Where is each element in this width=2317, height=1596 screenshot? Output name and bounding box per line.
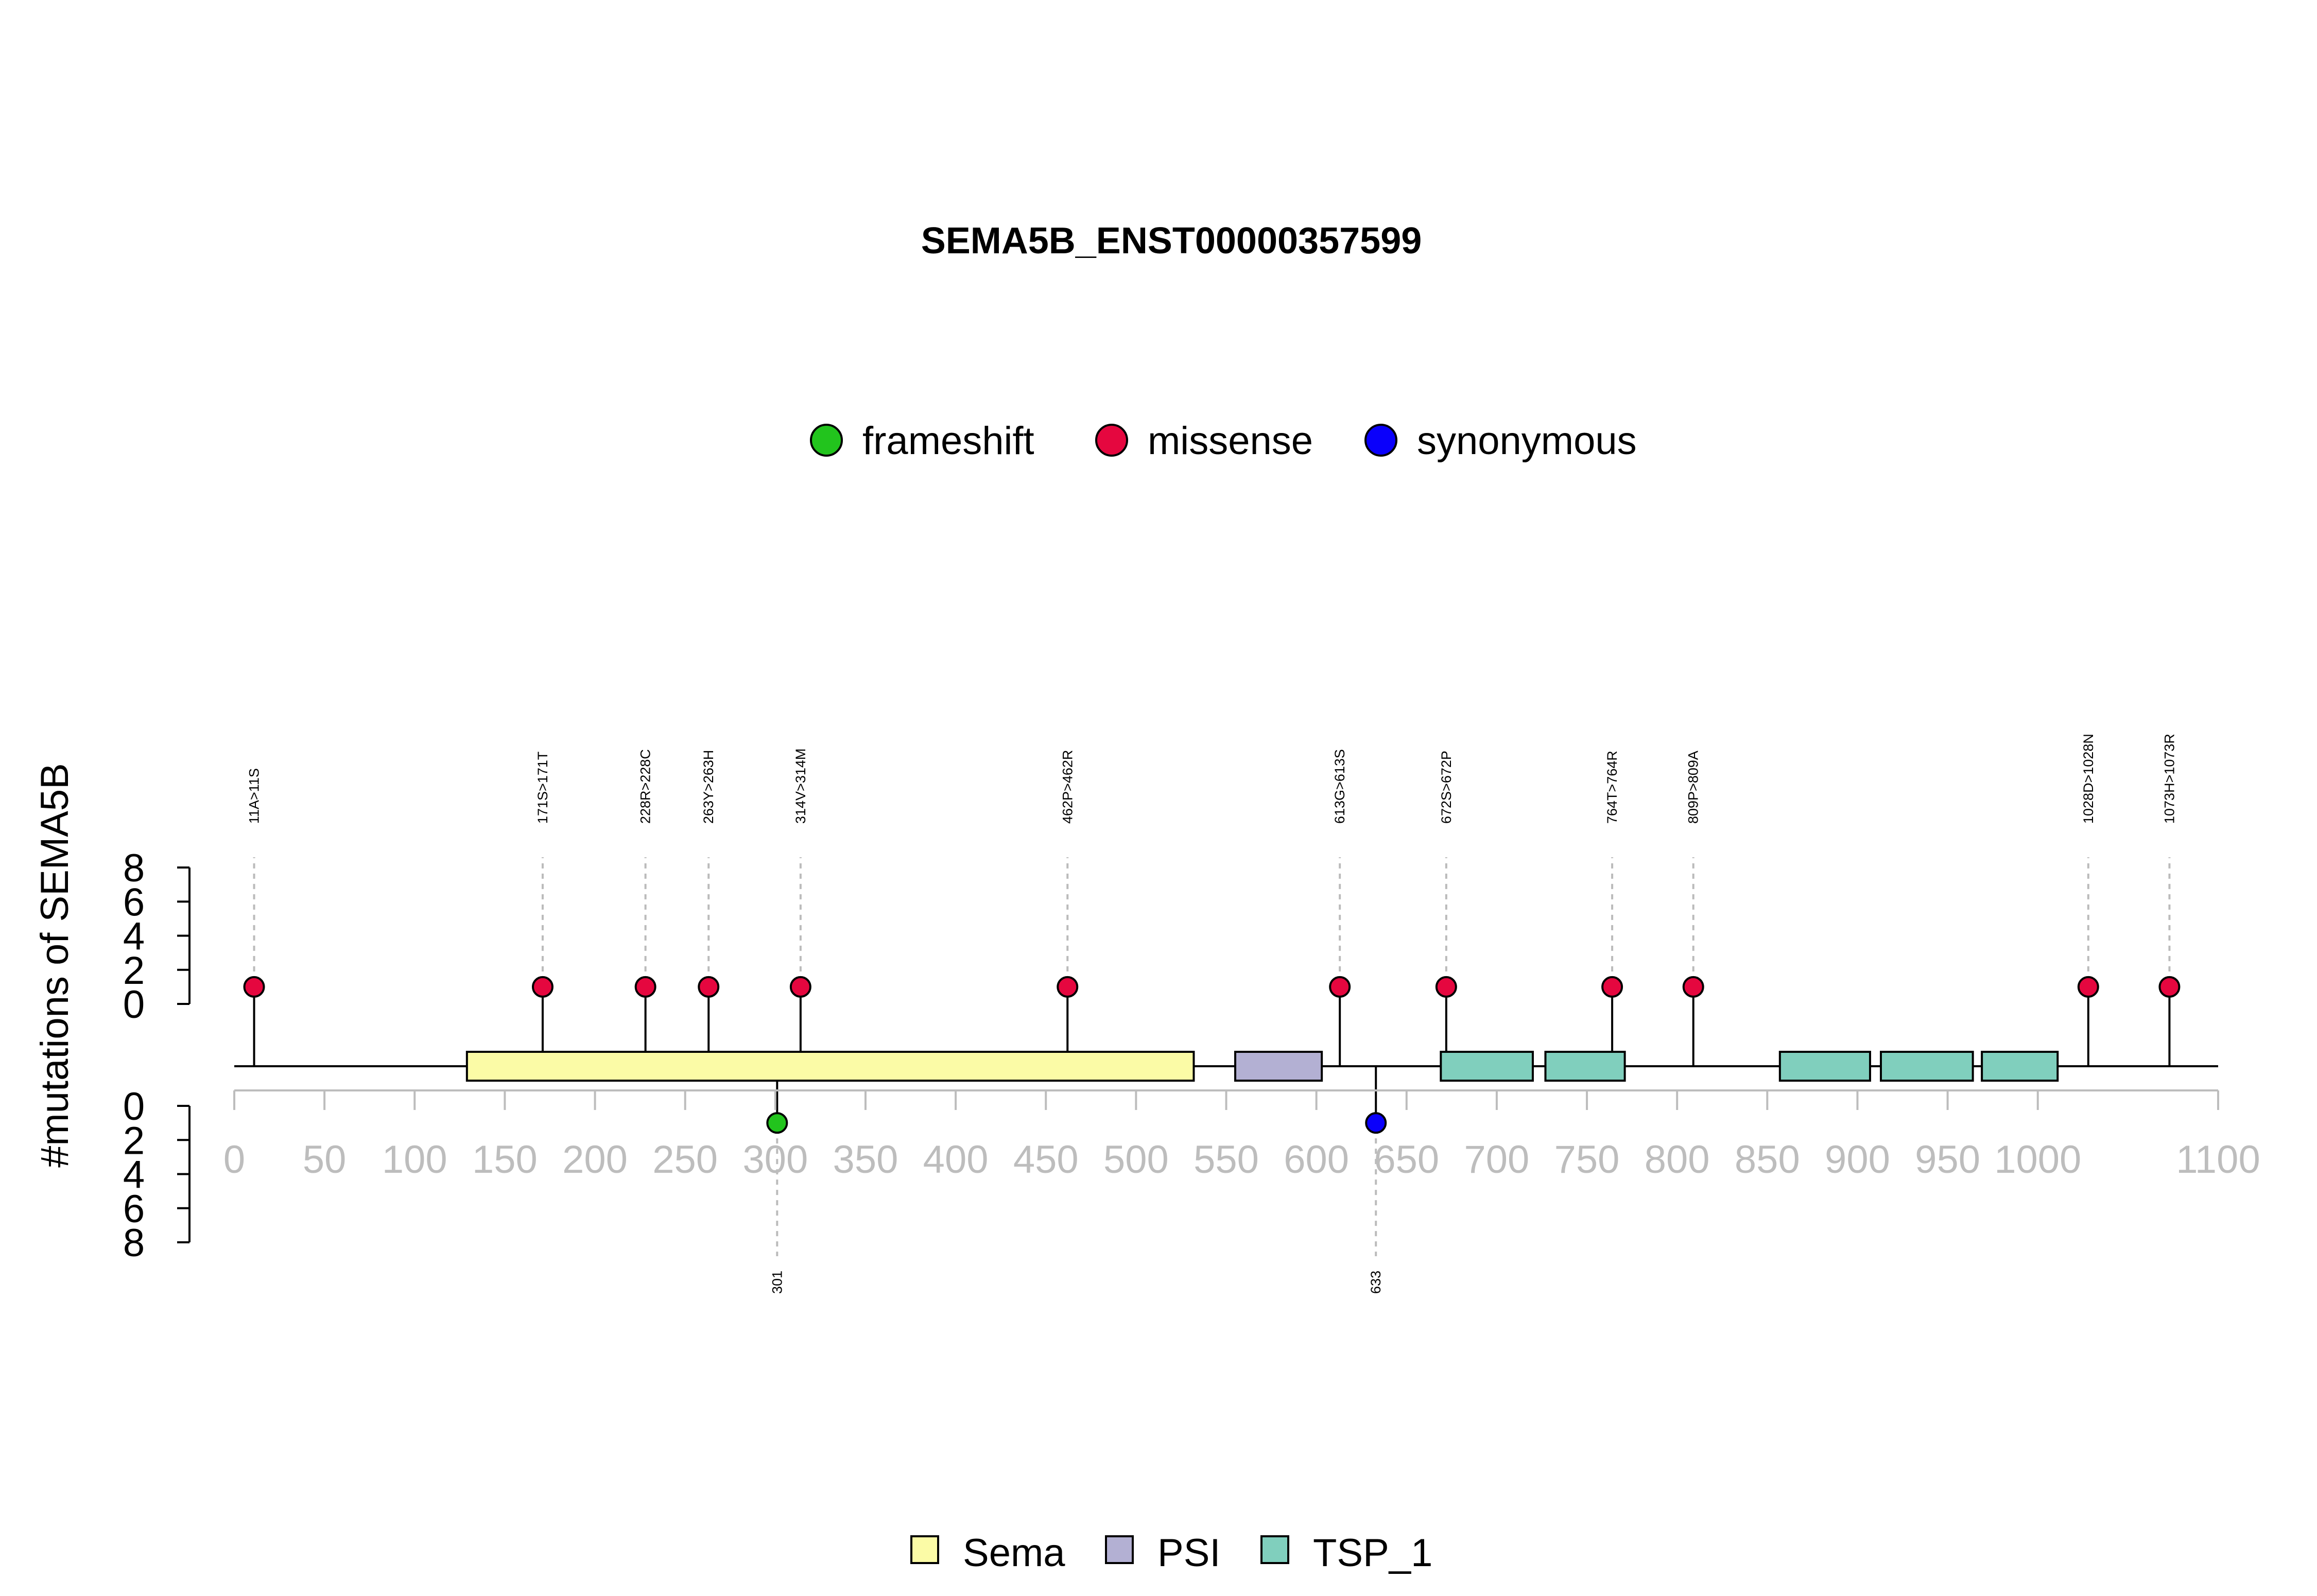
- mutation-label: 462P>462R: [1060, 750, 1075, 824]
- mutation-legend: frameshift missense synonymous: [810, 419, 1637, 463]
- x-tick-label: 800: [1645, 1138, 1710, 1182]
- x-tick-label: 950: [1915, 1138, 1980, 1182]
- mutation-label: 171S>171T: [535, 752, 550, 824]
- y-tick-label-top: 4: [123, 915, 145, 959]
- mutation-point-11A>11S: [243, 976, 265, 998]
- x-tick-label: 250: [652, 1138, 718, 1182]
- mutation-label: 314V>314M: [793, 749, 808, 824]
- mutation-label: 1028D>1028N: [2081, 734, 2096, 824]
- mutation-label: 613G>613S: [1332, 749, 1347, 824]
- legend-label-TSP_1: TSP_1: [1313, 1531, 1432, 1575]
- x-tick-label: 850: [1735, 1138, 1800, 1182]
- mutation-point-1028D>1028N: [2077, 976, 2099, 998]
- mutation-point-171S>171T: [531, 976, 554, 998]
- mutation-label: 263Y>263H: [701, 750, 716, 824]
- mutation-point-314V>314M: [789, 976, 811, 998]
- mutation-heads: 11A>11S 171S>171T 228R>228C 263Y>263H 314V>3…: [243, 734, 2181, 1294]
- domain-TSP_1: [1879, 1051, 1974, 1082]
- x-tick-label: 50: [303, 1138, 347, 1182]
- mutation-label: 764T>764R: [1604, 751, 1620, 824]
- mutation-label: 228R>228C: [638, 749, 653, 824]
- y-tick-label-top: 2: [123, 949, 145, 993]
- x-tick-label: 150: [472, 1138, 538, 1182]
- mutation-point-613G>613S: [1329, 976, 1351, 998]
- domain-Sema: [465, 1051, 1195, 1082]
- x-tick-label: 450: [1013, 1138, 1079, 1182]
- y-tick-label-bottom: 6: [123, 1187, 145, 1231]
- legend-label-PSI: PSI: [1157, 1531, 1221, 1575]
- mutation-point-263Y>263H: [698, 976, 720, 998]
- mutation-label: 809P>809A: [1686, 751, 1701, 824]
- x-tick-label: 650: [1374, 1138, 1439, 1182]
- y-tick-label-top: 6: [123, 880, 145, 924]
- y-tick-label-bottom: 0: [123, 1085, 145, 1129]
- mutation-point-1073H>1073R: [2158, 976, 2181, 998]
- x-tick-label: 0: [223, 1138, 245, 1182]
- legend-marker-synonymous: [1364, 424, 1397, 457]
- protein-domains: [465, 1051, 2059, 1082]
- x-tick-label: 300: [742, 1138, 808, 1182]
- legend-marker-frameshift: [810, 424, 843, 457]
- domain-TSP_1: [1544, 1051, 1626, 1082]
- mutation-point-301: [766, 1112, 788, 1134]
- x-axis: 0 50 100 150 200 250 300 350 400 450 500 550 600 650 7…: [223, 1089, 2260, 1182]
- x-tick-label: 550: [1194, 1138, 1259, 1182]
- y-tick-label-bottom: 2: [123, 1119, 145, 1163]
- x-tick-label: 100: [382, 1138, 447, 1182]
- y-axis-label: #mutations of SEMA5B: [33, 763, 77, 1168]
- mutation-point-764T>764R: [1601, 976, 1623, 998]
- domain-TSP_1: [1778, 1051, 1871, 1082]
- legend-swatch-TSP_1: [1260, 1535, 1289, 1564]
- mutation-label: 11A>11S: [247, 768, 262, 824]
- x-tick-label: 200: [562, 1138, 628, 1182]
- legend-label-frameshift: frameshift: [862, 419, 1034, 463]
- x-tick-label: 750: [1554, 1138, 1620, 1182]
- x-tick-label: 350: [833, 1138, 898, 1182]
- x-tick-label: 1000: [1994, 1138, 2081, 1182]
- chart-title: SEMA5B_ENST00000357599: [921, 220, 1422, 262]
- legend-label-synonymous: synonymous: [1417, 419, 1637, 463]
- x-tick-label: 900: [1825, 1138, 1890, 1182]
- domain-TSP_1: [1440, 1051, 1534, 1082]
- x-tick-label: 1100: [2176, 1138, 2260, 1182]
- domain-legend: Sema PSI TSP_1: [910, 1531, 1432, 1575]
- mutation-label: 633: [1368, 1271, 1384, 1294]
- mutation-label: 672S>672P: [1439, 751, 1454, 824]
- legend-marker-missense: [1095, 424, 1128, 457]
- mutation-point-462P>462R: [1057, 976, 1079, 998]
- x-tick-label: 500: [1103, 1138, 1169, 1182]
- x-tick-label: 400: [923, 1138, 989, 1182]
- y-tick-label-bottom: 4: [123, 1153, 145, 1197]
- mutation-point-633: [1365, 1112, 1387, 1134]
- x-tick-label: 600: [1284, 1138, 1349, 1182]
- domain-TSP_1: [1981, 1051, 2059, 1082]
- mutation-point-672S>672P: [1435, 976, 1457, 998]
- mutation-point-809P>809A: [1682, 976, 1704, 998]
- y-tick-label-top: 8: [123, 846, 145, 890]
- mutation-point-228R>228C: [634, 976, 656, 998]
- y-tick-label-bottom: 8: [123, 1221, 145, 1265]
- mutation-label: 1073H>1073R: [2162, 734, 2177, 824]
- y-tick-label-top: 0: [123, 983, 145, 1027]
- legend-swatch-PSI: [1105, 1535, 1134, 1564]
- legend-swatch-Sema: [910, 1535, 939, 1564]
- x-tick-label: 700: [1464, 1138, 1530, 1182]
- legend-label-Sema: Sema: [963, 1531, 1065, 1575]
- mutation-label: 301: [769, 1271, 785, 1294]
- legend-label-missense: missense: [1148, 419, 1313, 463]
- domain-PSI: [1234, 1051, 1323, 1082]
